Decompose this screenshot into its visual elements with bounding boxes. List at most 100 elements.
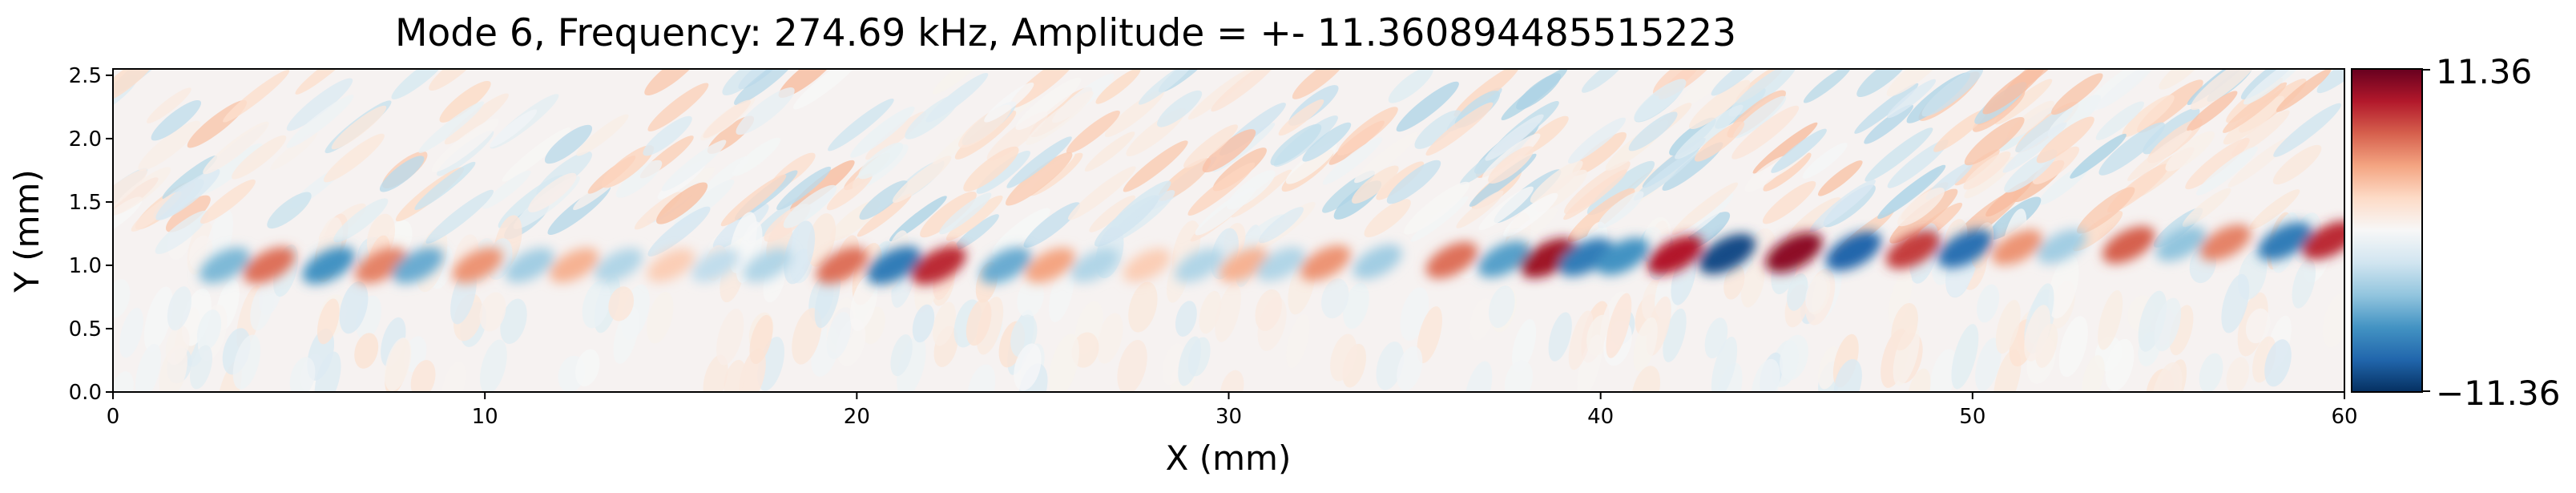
- noise-streak: [1259, 207, 1304, 244]
- noise-streak: [286, 78, 353, 131]
- x-tick-label: 10: [472, 405, 498, 429]
- noise-streak: [1397, 346, 1423, 391]
- noise-streak: [1219, 370, 1244, 392]
- noise-streak: [2002, 122, 2067, 173]
- noise-streak: [1278, 99, 1324, 136]
- noise-streak: [1963, 151, 2011, 190]
- colorbar-frame: [2351, 68, 2423, 393]
- noise-streak: [155, 210, 209, 254]
- noise-streak: [1006, 152, 1073, 206]
- wave-blob: [2257, 222, 2312, 261]
- noise-streak: [1694, 121, 1745, 162]
- wave-blob: [1070, 248, 1119, 283]
- noise-streak: [138, 120, 201, 172]
- noise-streak: [826, 173, 873, 211]
- wave-blob: [243, 247, 296, 284]
- noise-streak: [500, 298, 527, 345]
- noise-streak: [1330, 333, 1357, 382]
- noise-streak: [1354, 131, 1418, 184]
- noise-streak: [984, 82, 1034, 123]
- wave-blob: [199, 247, 250, 284]
- noise-streak: [2272, 144, 2322, 185]
- noise-streak: [482, 170, 531, 209]
- wave-blob: [1425, 241, 1478, 279]
- noise-streak: [1634, 79, 1687, 122]
- wave-blob: [1885, 230, 1941, 269]
- noise-streak: [1187, 69, 1253, 120]
- noise-streak: [1503, 192, 1558, 237]
- noise-streak: [1015, 77, 1082, 131]
- noise-streak: [1128, 281, 1158, 333]
- noise-streak: [732, 137, 781, 176]
- noise-streak: [2036, 116, 2094, 164]
- noise-streak: [920, 191, 977, 238]
- noise-streak: [1504, 360, 1534, 392]
- noise-streak: [147, 87, 191, 123]
- wave-blob: [2302, 220, 2344, 260]
- noise-streak: [601, 145, 655, 188]
- colorbar-max-label: 11.36: [2436, 52, 2532, 91]
- wave-blob: [505, 248, 554, 283]
- noise-streak: [1985, 180, 2032, 217]
- noise-streak: [2223, 82, 2288, 133]
- x-tick-label: 0: [107, 405, 120, 429]
- noise-streak: [2095, 69, 2155, 110]
- noise-streak: [1893, 325, 1920, 386]
- noise-streak: [2098, 289, 2123, 350]
- noise-streak: [2154, 297, 2181, 352]
- noise-streak: [1689, 79, 1751, 130]
- noise-streak: [223, 70, 290, 123]
- noise-streak: [1286, 313, 1310, 369]
- noise-streak: [2276, 69, 2332, 112]
- noise-streak: [1606, 293, 1632, 358]
- noise-streak: [2185, 138, 2250, 190]
- noise-streak: [1123, 140, 1188, 192]
- noise-streak: [647, 292, 674, 344]
- wave-blob: [647, 249, 695, 282]
- noise-streak: [1679, 69, 1738, 107]
- noise-streak: [479, 292, 506, 332]
- noise-streak: [1740, 260, 1765, 308]
- noise-streak: [656, 182, 708, 224]
- noise-streak: [945, 195, 1003, 241]
- noise-streak: [1388, 69, 1433, 103]
- noise-streak: [1933, 109, 1987, 152]
- noise-streak: [2159, 69, 2205, 90]
- noise-streak: [720, 174, 787, 227]
- noise-streak: [480, 339, 507, 392]
- noise-streak: [113, 371, 134, 392]
- noise-streak: [912, 304, 935, 343]
- noise-streak: [1887, 79, 1937, 119]
- wave-blob: [911, 245, 966, 285]
- noise-streak: [2070, 133, 2127, 179]
- noise-streak: [1572, 131, 1627, 176]
- wave-blob: [2037, 228, 2086, 264]
- noise-streak: [1157, 90, 1203, 127]
- noise-streak: [1897, 187, 1945, 227]
- wave-blob: [1825, 231, 1882, 271]
- noise-streak: [1731, 105, 1800, 160]
- noise-streak: [1762, 180, 1816, 224]
- noise-streak: [333, 198, 389, 243]
- noise-streak: [784, 220, 816, 285]
- noise-streak: [2245, 308, 2271, 344]
- noise-streak: [1771, 128, 1827, 173]
- noise-streak: [1211, 69, 1278, 112]
- x-axis: 0 10 20 30 40 50 60: [107, 392, 2358, 429]
- noise-streak: [892, 156, 952, 203]
- chart-title: Mode 6, Frequency: 274.69 kHz, Amplitude…: [395, 11, 1736, 55]
- noise-streak: [1856, 69, 1911, 98]
- noise-streak: [1067, 166, 1136, 220]
- noise-streak: [1567, 117, 1627, 164]
- wave-blob: [816, 247, 869, 284]
- wave-blob: [1647, 235, 1703, 275]
- wave-blob: [1300, 244, 1351, 281]
- noise-streak: [1199, 290, 1222, 334]
- wave-blob: [595, 248, 643, 283]
- noise-streak: [384, 337, 412, 391]
- plot-area: [112, 68, 2345, 393]
- noise-streak: [267, 192, 312, 229]
- noise-streak: [1809, 180, 1876, 232]
- wave-blob: [1175, 248, 1223, 283]
- noise-streak: [1995, 300, 2021, 354]
